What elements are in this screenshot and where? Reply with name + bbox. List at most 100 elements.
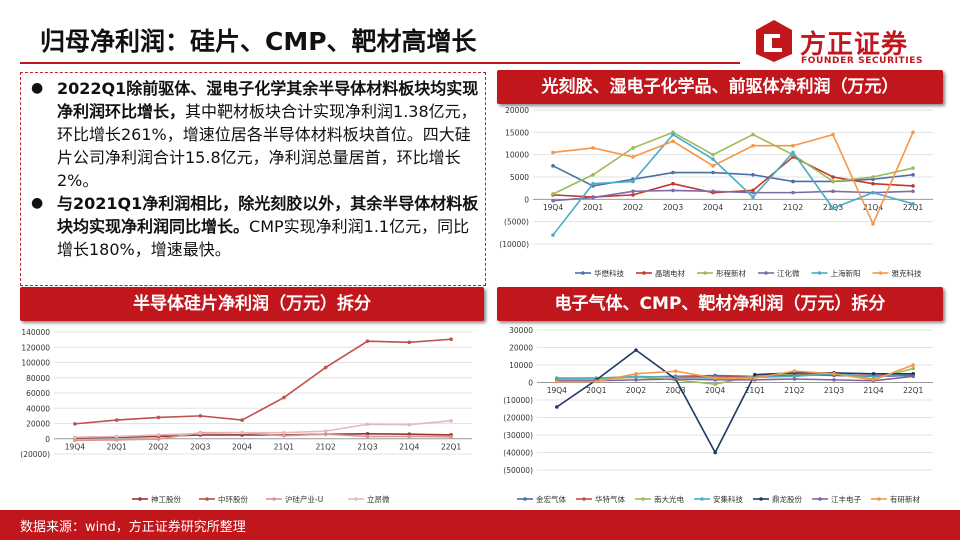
data-point <box>282 430 286 435</box>
y-tick-label: (10000) <box>499 240 529 249</box>
data-point <box>555 405 559 409</box>
bullet-text: 其中靶材板块合计实现净利润1.38亿元，环比增长261%，增速位居各半导体材料板… <box>57 102 477 190</box>
data-point <box>832 371 836 376</box>
x-tick-label: 21Q4 <box>863 386 883 395</box>
data-point <box>871 175 875 179</box>
legend-marker <box>642 271 646 275</box>
data-point <box>634 348 638 352</box>
data-point <box>671 132 675 137</box>
x-tick-label: 20Q3 <box>190 442 210 451</box>
data-point <box>832 378 836 382</box>
data-point <box>551 198 555 203</box>
y-tick-label: 20000 <box>26 420 50 429</box>
data-point <box>323 429 328 433</box>
y-tick-label: (5000) <box>504 218 529 227</box>
data-point <box>751 132 755 137</box>
data-point <box>407 434 412 439</box>
data-point <box>791 143 795 148</box>
data-point <box>449 435 453 439</box>
legend: 神工股份 中环股份 沪硅产业-U 立昂微 <box>132 494 390 504</box>
data-point <box>671 139 675 144</box>
x-tick-label: 21Q4 <box>863 203 883 212</box>
y-tick-label: (30000) <box>503 431 533 440</box>
data-point <box>753 372 757 377</box>
source-note: 数据来源：wind，方正证券研究所整理 <box>20 520 246 535</box>
legend-marker <box>272 497 276 501</box>
data-point <box>323 365 328 370</box>
data-point <box>831 175 835 179</box>
chart-wafer: (20000) 0 20000 40000 60000 80000 100000 120000… <box>20 328 472 504</box>
legend-marker <box>817 271 822 275</box>
series-line <box>552 189 914 202</box>
data-point <box>114 434 119 439</box>
data-point <box>791 190 795 195</box>
data-point <box>634 374 638 379</box>
data-point <box>871 190 875 195</box>
data-point <box>634 371 638 376</box>
x-tick-label: 20Q3 <box>663 203 683 212</box>
legend-label: 晶瑞电材 <box>655 268 685 278</box>
x-tick-label: 20Q4 <box>705 386 725 395</box>
data-point <box>551 164 555 168</box>
data-point <box>240 430 244 435</box>
data-point <box>365 422 370 427</box>
summary-bullet: ● 与2021Q1净利润相比，除光刻胶以外，其余半导体材料板块均实现净利润同比增… <box>31 192 479 261</box>
x-tick-label: 21Q2 <box>783 203 803 212</box>
brand-name: 方正证券 <box>800 30 909 60</box>
x-tick-label: 20Q4 <box>703 203 723 212</box>
legend-label: 金宏气体 <box>536 494 566 504</box>
data-point <box>73 422 77 426</box>
data-point <box>449 337 453 342</box>
legend-label: 南大光电 <box>654 494 684 504</box>
legend-marker <box>703 271 707 275</box>
series-line <box>556 349 914 455</box>
legend-label: 华特气体 <box>595 494 625 504</box>
data-point <box>792 377 797 381</box>
legend-label: 华懋科技 <box>594 268 624 278</box>
series-line <box>74 338 452 425</box>
legend-marker <box>700 497 704 501</box>
data-point <box>671 170 675 175</box>
data-point <box>114 418 119 422</box>
y-tick-label: (40000) <box>503 449 533 458</box>
legend-marker <box>764 271 768 275</box>
y-tick-label: 140000 <box>21 328 50 337</box>
data-point <box>911 374 915 379</box>
x-tick-label: 20Q2 <box>623 203 643 212</box>
bullet-text: CMP实现净利润1.1亿元，同比增长180%，增速最快。 <box>57 217 470 259</box>
data-point <box>634 378 638 382</box>
legend-label: 江化微 <box>777 268 800 278</box>
data-point <box>711 152 715 157</box>
legend-marker <box>759 497 763 501</box>
data-point <box>791 179 795 184</box>
data-point <box>673 377 678 381</box>
x-tick-label: 22Q1 <box>441 442 461 451</box>
data-point <box>711 164 715 168</box>
legend-label: 彤程新材 <box>716 268 746 278</box>
data-point <box>73 438 77 443</box>
data-point <box>871 222 875 226</box>
data-point <box>156 415 161 420</box>
data-point <box>911 166 915 170</box>
data-point <box>831 179 835 184</box>
data-point <box>631 179 635 184</box>
legend-label: 上海新阳 <box>831 268 861 278</box>
y-tick-label: 0 <box>524 195 529 204</box>
legend-label: 沪硅产业-U <box>285 494 323 504</box>
legend-marker <box>878 271 883 275</box>
data-point <box>871 378 876 382</box>
y-tick-label: 10000 <box>509 361 533 370</box>
series-line <box>552 131 914 195</box>
x-tick-label: 20Q4 <box>232 442 252 451</box>
x-tick-label: 21Q3 <box>824 386 844 395</box>
data-point <box>911 184 915 188</box>
data-point <box>831 206 835 211</box>
summary-bullet: ● 2022Q1除前驱体、湿电子化学其余半导体材料板块均实现净利润环比增长，其中… <box>31 77 479 192</box>
x-tick-label: 19Q4 <box>543 203 563 212</box>
y-tick-label: 0 <box>528 379 533 388</box>
data-point <box>407 340 412 345</box>
data-point <box>751 172 755 177</box>
data-point <box>711 189 715 194</box>
brand-logo <box>752 18 942 68</box>
